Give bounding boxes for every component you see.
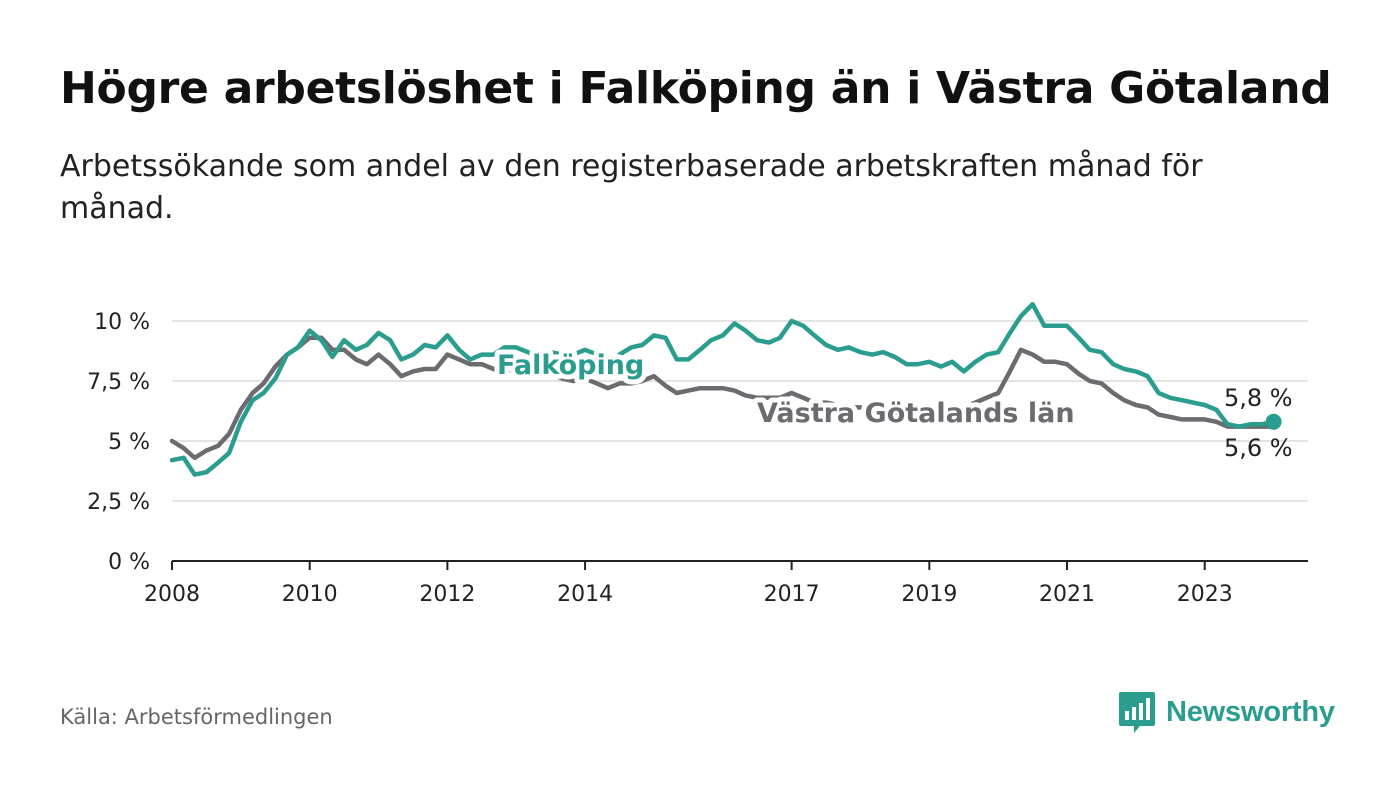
brand-name: Newsworthy xyxy=(1166,695,1335,728)
x-tick-label: 2021 xyxy=(1039,582,1095,607)
vastra-gotaland-series-label-halo: Västra Götalands län xyxy=(757,398,1075,429)
y-tick-label: 7,5 % xyxy=(87,370,150,395)
chart-title: Högre arbetslöshet i Falköping än i Väst… xyxy=(60,63,1332,114)
x-tick-label: 2010 xyxy=(282,582,338,607)
vastra-gotaland-series-label: Västra Götalands län xyxy=(757,398,1075,429)
series-line-falkoping xyxy=(169,301,1276,477)
series-group xyxy=(169,301,1282,477)
x-axis: 2008 2010 2012 2014 2017 2019 2021 2023 xyxy=(144,561,1233,607)
y-axis: 10 % 7,5 % 5 % 2,5 % 0 % xyxy=(87,310,150,575)
series-line-vastra-gotaland xyxy=(169,335,1276,461)
chart-subtitle: Arbetssökande som andel av den registerb… xyxy=(60,149,1203,226)
x-tick-label: 2012 xyxy=(419,582,475,607)
y-tick-label: 0 % xyxy=(108,550,150,575)
x-tick-label: 2008 xyxy=(144,582,200,607)
vastra-gotaland-end-label: 5,6 % xyxy=(1224,434,1293,462)
x-tick-label: 2019 xyxy=(901,582,957,607)
y-tick-label: 2,5 % xyxy=(87,490,150,515)
falkoping-series-label-halo: Falköping xyxy=(497,350,644,381)
x-tick-label: 2014 xyxy=(557,582,613,607)
brand-logo[interactable]: Newsworthy xyxy=(1118,690,1335,734)
falkoping-end-point xyxy=(1265,413,1282,430)
y-tick-label: 10 % xyxy=(94,310,150,335)
source-note: Källa: Arbetsförmedlingen xyxy=(60,705,333,729)
falkoping-series-label: Falköping xyxy=(497,350,644,381)
x-tick-label: 2023 xyxy=(1177,582,1233,607)
line-chart: 10 % 7,5 % 5 % 2,5 % 0 % 2008 2010 2012 2014 201… xyxy=(87,301,1308,607)
gridlines xyxy=(172,320,1308,562)
y-tick-label: 5 % xyxy=(108,430,150,455)
x-tick-label: 2017 xyxy=(764,582,820,607)
falkoping-end-label: 5,8 % xyxy=(1224,384,1293,412)
newsworthy-logo-icon xyxy=(1119,692,1155,733)
